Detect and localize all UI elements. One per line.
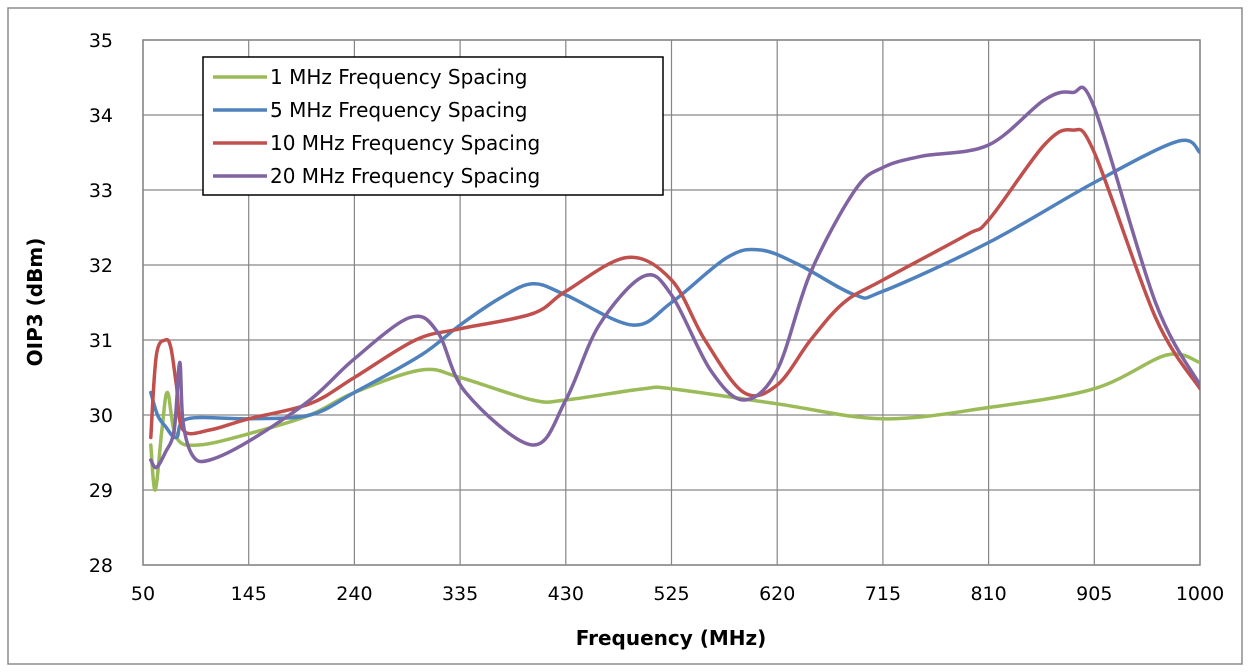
legend: 1 MHz Frequency Spacing 5 MHz Frequency S… [203,57,663,195]
y-tick-label: 29 [89,480,113,502]
x-tick-label: 620 [759,583,795,605]
legend-label-4: 20 MHz Frequency Spacing [270,164,540,188]
x-tick-label: 715 [865,583,901,605]
y-tick-label: 35 [89,30,113,52]
y-axis-title: OIP3 (dBm) [23,238,47,367]
legend-label-3: 10 MHz Frequency Spacing [270,131,540,155]
legend-label-2: 5 MHz Frequency Spacing [270,98,527,122]
x-tick-label: 145 [231,583,267,605]
x-tick-label: 430 [548,583,584,605]
y-tick-label: 28 [89,555,113,577]
x-tick-label: 335 [442,583,478,605]
x-tick-label: 240 [336,583,372,605]
x-axis-title: Frequency (MHz) [576,626,767,650]
x-tick-label: 1000 [1176,583,1224,605]
y-tick-label: 33 [89,180,113,202]
y-tick-label: 31 [89,330,113,352]
x-tick-label: 525 [653,583,689,605]
y-tick-label: 30 [89,405,113,427]
x-tick-label: 905 [1076,583,1112,605]
legend-label-1: 1 MHz Frequency Spacing [270,65,527,89]
x-tick-label: 50 [131,583,155,605]
y-tick-label: 32 [89,255,113,277]
x-tick-label: 810 [970,583,1006,605]
y-tick-label: 34 [89,105,113,127]
